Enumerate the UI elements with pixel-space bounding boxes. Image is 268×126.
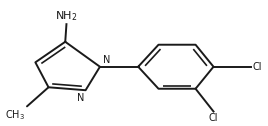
Text: NH$_2$: NH$_2$ — [55, 9, 78, 23]
Text: N: N — [77, 93, 84, 103]
Text: N: N — [103, 55, 110, 65]
Text: Cl: Cl — [209, 113, 218, 123]
Text: CH$_3$: CH$_3$ — [5, 108, 25, 122]
Text: Cl: Cl — [253, 62, 262, 72]
